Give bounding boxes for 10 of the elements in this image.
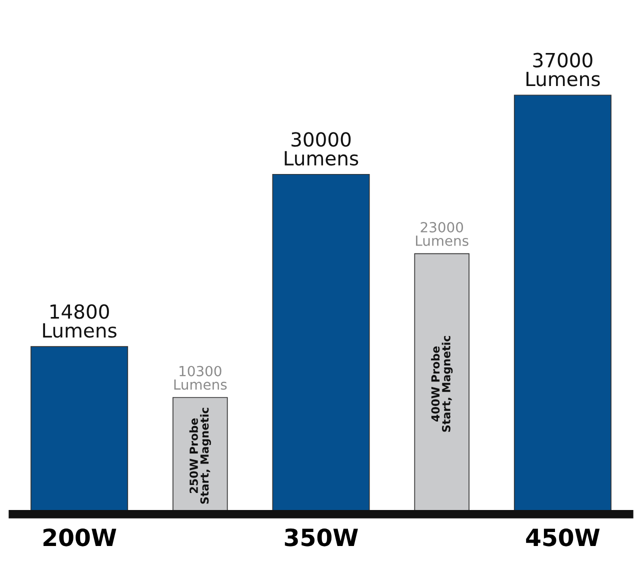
data-label: 30000 Lumens [284,132,358,166]
x-tick-label: 200W [44,528,116,546]
x-tick-label: 400W Probe Start, Magnetic [431,336,453,432]
x-tick-label: 350W [284,528,358,546]
x-tick-label: 450W [526,528,600,546]
x-tick-label: 250W Probe Start, Magnetic [189,408,211,504]
data-label: 23000 Lumens [416,222,468,246]
data-label: 14800 Lumens [43,304,116,338]
data-label: 10300 Lumens [174,366,227,390]
data-label: 37000 Lumens [526,52,600,86]
